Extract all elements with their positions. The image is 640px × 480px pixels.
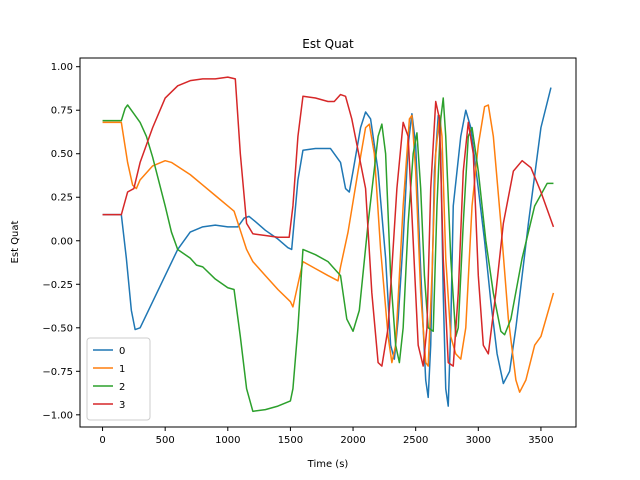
series-line-0 (102, 87, 552, 407)
x-tick-label: 1500 (278, 435, 303, 446)
y-tick-label: −0.25 (42, 280, 73, 291)
x-tick-label: 3000 (466, 435, 491, 446)
y-tick-label: −0.75 (42, 367, 73, 378)
x-tick-label: 1000 (215, 435, 240, 446)
legend-label-1: 1 (119, 364, 125, 375)
legend-label-2: 2 (119, 382, 125, 393)
y-tick-label: 0.00 (51, 236, 73, 247)
y-tick-label: 0.50 (51, 149, 73, 160)
y-axis-ticks: −1.00 −0.75 −0.50 −0.25 0.00 0.25 0.50 0.75 1.00 (42, 62, 80, 421)
x-tick-label: 2500 (403, 435, 428, 446)
y-axis-label: Est Quat (10, 220, 21, 263)
y-tick-label: −1.00 (42, 410, 73, 421)
x-axis-label: Time (s) (307, 459, 349, 470)
series-line-2 (102, 97, 554, 413)
legend-box (86, 337, 151, 421)
y-tick-label: 0.25 (51, 193, 73, 204)
x-axis-ticks: 0 500 1000 1500 2000 2500 3000 3500 (99, 427, 554, 446)
x-tick-label: 0 (99, 435, 105, 446)
legend: 0 1 2 3 (86, 337, 151, 421)
plot-series (102, 76, 555, 413)
chart-title: Est Quat (302, 37, 354, 51)
legend-label-3: 3 (119, 400, 125, 411)
y-tick-label: 1.00 (51, 62, 73, 73)
y-tick-label: −0.50 (42, 323, 73, 334)
x-tick-label: 500 (156, 435, 175, 446)
series-line-1 (102, 104, 555, 393)
y-tick-label: 0.75 (51, 106, 73, 117)
x-tick-label: 3500 (528, 435, 553, 446)
plot-frame (79, 57, 577, 428)
series-line-3 (102, 76, 555, 367)
x-tick-label: 2000 (340, 435, 365, 446)
legend-label-0: 0 (119, 346, 125, 357)
